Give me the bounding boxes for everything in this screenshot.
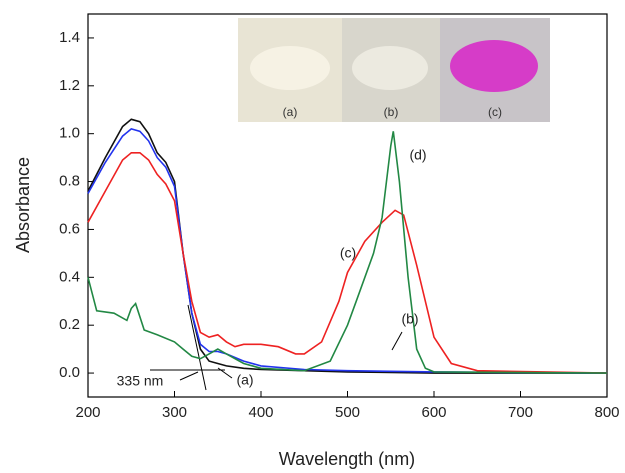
x-tick-label: 200 xyxy=(75,404,100,421)
photo-label: (a) xyxy=(283,105,298,119)
x-tick-label: 500 xyxy=(335,404,360,421)
edge-tangent xyxy=(187,304,207,391)
arrow-b xyxy=(391,331,403,351)
arrow-a xyxy=(217,367,233,379)
photo-label: (b) xyxy=(384,105,399,119)
y-tick-label: 0.0 xyxy=(59,364,80,381)
x-tick-label: 400 xyxy=(248,404,273,421)
y-tick-label: 1.4 xyxy=(59,29,80,46)
y-tick-label: 0.2 xyxy=(59,316,80,333)
arrow-335 xyxy=(179,371,199,381)
y-tick-label: 1.0 xyxy=(59,125,80,142)
annotation: (d) xyxy=(409,147,426,163)
spectrum-line xyxy=(87,152,608,374)
annotation: (a) xyxy=(236,372,253,388)
spectrum-line xyxy=(87,131,608,374)
x-tick-label: 800 xyxy=(594,404,619,421)
annotation: 335 nm xyxy=(117,373,164,389)
y-tick-label: 0.6 xyxy=(59,220,80,237)
y-tick-label: 1.2 xyxy=(59,77,80,94)
spectrum-line xyxy=(87,128,608,374)
x-axis-title: Wavelength (nm) xyxy=(279,449,415,469)
powder-a xyxy=(250,46,330,90)
annotation: (c) xyxy=(340,245,356,261)
x-tick-label: 700 xyxy=(508,404,533,421)
x-tick-label: 600 xyxy=(421,404,446,421)
y-axis-title: Absorbance xyxy=(13,157,33,253)
powder-c xyxy=(450,40,538,92)
annotation: (b) xyxy=(401,311,418,327)
y-tick-label: 0.8 xyxy=(59,173,80,190)
powder-b xyxy=(352,46,428,90)
x-tick-label: 300 xyxy=(162,404,187,421)
photo-label: (c) xyxy=(488,105,502,119)
y-tick-label: 0.4 xyxy=(59,268,80,285)
